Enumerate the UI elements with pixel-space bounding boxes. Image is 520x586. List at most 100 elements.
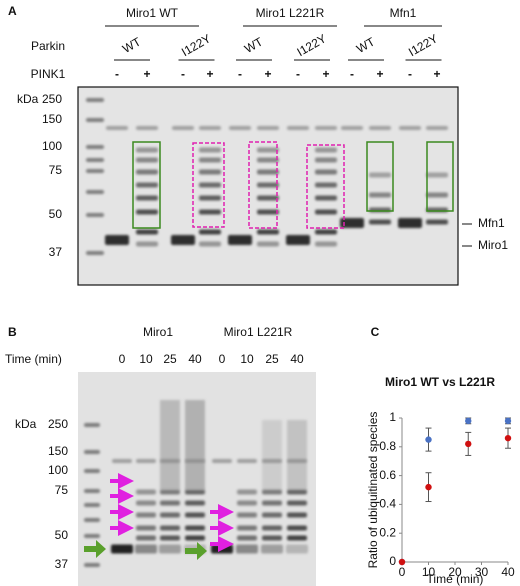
gel-band [315,169,337,175]
gel-band [237,512,257,518]
gel-band [136,500,156,506]
time-label: 25 [265,352,279,366]
group-label: Miro1 L221R [256,6,325,20]
highlight-box [366,141,394,212]
gel-a [77,86,459,286]
gel-band [84,563,100,567]
gel-band [315,229,337,235]
marker-label: 37 [49,245,63,259]
parkin-label: I122Y [179,31,213,59]
parkin-label: I122Y [406,31,440,59]
point [465,440,472,448]
gel-band [369,219,391,225]
time-label: 25 [163,352,177,366]
panel-label: A [8,4,17,18]
gel-band [199,126,221,130]
gel-band [86,158,104,162]
time-label: 40 [290,352,304,366]
gel-band [229,126,251,130]
gel-band [426,126,448,130]
gel-band [257,241,279,247]
marker-label: 75 [55,483,69,497]
gel-band [86,145,104,149]
pink1-label: + [143,67,150,81]
band-label: Miro1 [478,238,508,252]
row-label: Parkin [31,39,65,53]
highlight-box [132,141,161,229]
gel-band [257,182,279,188]
gel-band [262,489,282,495]
gel-band [159,544,181,554]
pink1-label: - [181,67,185,81]
gel-band [86,169,104,173]
highlight-box-dashed [192,142,225,228]
gel-band [135,544,157,554]
pink1-label: + [264,67,271,81]
gel-band [136,489,156,495]
group-label: Miro1 WT [126,6,179,20]
gel-band [136,512,156,518]
y-tick-label: 0 [389,554,396,568]
point [425,436,432,443]
y-tick-label: 0.4 [379,497,396,511]
time-label: 0 [119,352,126,366]
y-tick-label: 1 [389,410,396,424]
gel-band [86,190,104,194]
gel-band [426,172,448,178]
gel-band [84,489,100,493]
gel-band [136,209,158,215]
point [398,558,406,566]
gel-band [287,525,307,531]
gel-band [86,98,104,102]
gel-band [315,157,337,163]
panel-label: B [8,325,17,339]
chart-title: Miro1 WT vs L221R [385,375,495,389]
parkin-label: WT [120,34,144,56]
gel-band [160,489,180,495]
gel-band [172,126,194,130]
gel-band [136,459,156,463]
gel-band [212,459,232,463]
gel-band [185,512,205,518]
gel-band [315,241,337,247]
gel-band [287,500,307,506]
gel-band [341,126,363,130]
group-label: Miro1 [143,325,173,339]
gel-band [228,235,252,245]
arrow [84,540,106,558]
y-tick-label: 0.2 [379,525,396,539]
gel-band [84,450,100,454]
point [504,434,512,442]
gel-band [84,503,100,507]
marker-label: 250 [48,417,68,431]
gel-band [287,535,307,541]
gel-b [78,372,316,586]
band-label: Mfn1 [478,216,505,230]
gel-band [287,489,307,495]
gel-band [171,235,195,245]
time-label: 0 [219,352,226,366]
x-tick-label: 20 [448,565,462,579]
time-label: 10 [139,352,153,366]
gel-band [136,126,158,130]
gel-band [105,235,129,245]
pink1-label: - [296,67,300,81]
gel-band [237,489,257,495]
x-axis-label: Time (min) [427,572,484,586]
gel-band [237,500,257,506]
gel-band [84,423,100,427]
y-tick-label: 0.8 [379,439,396,453]
gel-band [160,500,180,506]
marker-label: 50 [49,207,63,221]
highlight-box [426,141,454,212]
gel-band [262,500,282,506]
gel-band [399,126,421,130]
gel-band [136,182,158,188]
gel-band [199,182,221,188]
gel-band [160,512,180,518]
gel-band [136,535,156,541]
pink1-label: - [408,67,412,81]
time-label: 10 [240,352,254,366]
gel-band [84,534,100,538]
